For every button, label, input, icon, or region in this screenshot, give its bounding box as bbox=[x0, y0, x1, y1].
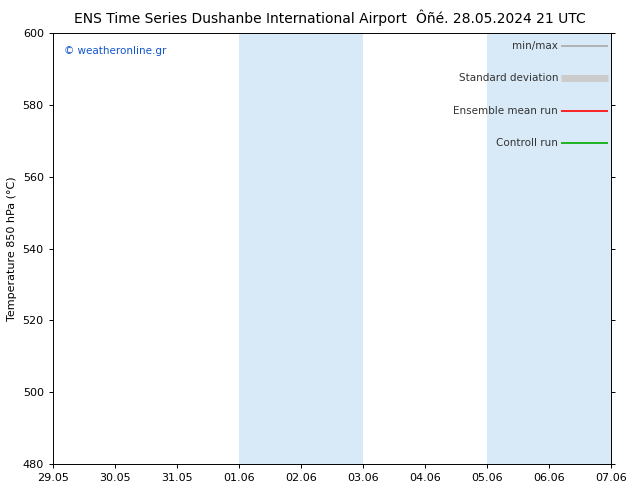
Text: Ôñé. 28.05.2024 21 UTC: Ôñé. 28.05.2024 21 UTC bbox=[416, 12, 586, 26]
Text: min/max: min/max bbox=[512, 41, 558, 51]
Text: Standard deviation: Standard deviation bbox=[458, 73, 558, 83]
Text: ENS Time Series Dushanbe International Airport: ENS Time Series Dushanbe International A… bbox=[74, 12, 408, 26]
Text: © weatheronline.gr: © weatheronline.gr bbox=[64, 46, 166, 56]
Bar bbox=[487, 33, 611, 464]
Text: Ensemble mean run: Ensemble mean run bbox=[453, 105, 558, 116]
Y-axis label: Temperature 850 hPa (°C): Temperature 850 hPa (°C) bbox=[7, 176, 17, 321]
Bar bbox=[239, 33, 363, 464]
Text: Controll run: Controll run bbox=[496, 138, 558, 148]
